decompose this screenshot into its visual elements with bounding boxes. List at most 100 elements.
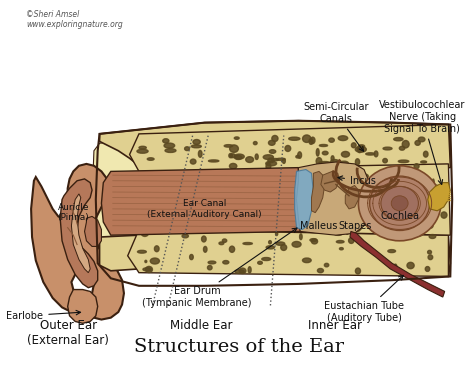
Ellipse shape — [234, 137, 239, 139]
Text: Incus: Incus — [338, 176, 376, 186]
Ellipse shape — [383, 147, 392, 150]
Ellipse shape — [319, 161, 330, 164]
Ellipse shape — [441, 212, 447, 218]
Ellipse shape — [223, 261, 229, 264]
Ellipse shape — [352, 178, 358, 181]
Text: Ear Drum
(Tympanic Membrane): Ear Drum (Tympanic Membrane) — [142, 228, 297, 308]
Text: Stapes: Stapes — [338, 221, 371, 231]
Ellipse shape — [407, 262, 414, 269]
Ellipse shape — [368, 224, 373, 228]
Ellipse shape — [310, 239, 317, 242]
Ellipse shape — [391, 171, 398, 174]
Ellipse shape — [428, 250, 431, 254]
Ellipse shape — [329, 138, 334, 142]
Ellipse shape — [421, 161, 427, 163]
Ellipse shape — [271, 158, 279, 161]
Ellipse shape — [316, 158, 322, 165]
Ellipse shape — [193, 139, 201, 145]
Ellipse shape — [331, 200, 336, 203]
Ellipse shape — [429, 235, 436, 239]
Text: Semi-Circular
Canals: Semi-Circular Canals — [303, 102, 369, 151]
Ellipse shape — [425, 266, 430, 272]
Text: Structures of the Ear: Structures of the Ear — [134, 338, 344, 356]
Ellipse shape — [209, 160, 219, 162]
Ellipse shape — [383, 158, 387, 163]
Ellipse shape — [331, 156, 334, 161]
Ellipse shape — [394, 264, 397, 269]
Ellipse shape — [190, 254, 193, 259]
Ellipse shape — [431, 198, 439, 203]
Ellipse shape — [394, 219, 403, 225]
Ellipse shape — [400, 202, 402, 203]
Ellipse shape — [322, 151, 328, 155]
Polygon shape — [31, 164, 124, 320]
Ellipse shape — [355, 146, 366, 152]
Polygon shape — [100, 229, 450, 276]
Ellipse shape — [346, 231, 348, 234]
Ellipse shape — [370, 176, 429, 231]
Text: Cochlea: Cochlea — [380, 212, 419, 221]
Ellipse shape — [348, 238, 354, 243]
Ellipse shape — [339, 247, 343, 250]
Ellipse shape — [230, 154, 235, 158]
Ellipse shape — [427, 190, 434, 195]
Ellipse shape — [229, 145, 238, 152]
Ellipse shape — [283, 158, 285, 164]
Ellipse shape — [234, 154, 244, 159]
Ellipse shape — [336, 192, 344, 194]
Ellipse shape — [190, 159, 196, 164]
Ellipse shape — [411, 230, 414, 236]
Polygon shape — [92, 138, 139, 269]
Ellipse shape — [374, 227, 376, 230]
Ellipse shape — [432, 179, 434, 186]
Ellipse shape — [338, 136, 348, 141]
Ellipse shape — [399, 146, 405, 150]
Ellipse shape — [302, 258, 311, 263]
Ellipse shape — [184, 147, 190, 150]
Ellipse shape — [262, 258, 271, 261]
Ellipse shape — [434, 185, 438, 190]
Ellipse shape — [325, 201, 333, 206]
Ellipse shape — [292, 242, 301, 247]
Ellipse shape — [199, 150, 202, 157]
Ellipse shape — [381, 186, 419, 220]
Ellipse shape — [414, 164, 419, 169]
Polygon shape — [297, 162, 369, 235]
Ellipse shape — [229, 153, 232, 158]
Text: Outer Ear
(External Ear): Outer Ear (External Ear) — [27, 319, 109, 347]
Ellipse shape — [300, 234, 302, 240]
Ellipse shape — [219, 242, 224, 244]
Ellipse shape — [358, 166, 441, 241]
Ellipse shape — [263, 155, 273, 160]
Ellipse shape — [272, 135, 278, 142]
Ellipse shape — [347, 225, 356, 228]
Ellipse shape — [163, 139, 169, 143]
Ellipse shape — [248, 267, 251, 273]
Ellipse shape — [379, 213, 381, 218]
Ellipse shape — [428, 223, 433, 228]
Ellipse shape — [416, 198, 418, 204]
Ellipse shape — [402, 141, 409, 148]
Ellipse shape — [145, 260, 147, 262]
Ellipse shape — [402, 216, 409, 221]
Ellipse shape — [137, 149, 148, 153]
Ellipse shape — [363, 174, 368, 178]
Ellipse shape — [341, 152, 349, 157]
Ellipse shape — [246, 157, 254, 163]
Polygon shape — [284, 164, 450, 235]
Ellipse shape — [275, 232, 278, 236]
Ellipse shape — [208, 265, 212, 270]
Ellipse shape — [155, 246, 159, 252]
Ellipse shape — [165, 149, 176, 153]
Text: Inner Ear: Inner Ear — [308, 319, 362, 332]
Ellipse shape — [208, 261, 216, 264]
Ellipse shape — [401, 209, 410, 215]
Polygon shape — [72, 194, 90, 273]
Ellipse shape — [229, 164, 237, 169]
Ellipse shape — [338, 161, 341, 164]
Ellipse shape — [374, 151, 378, 157]
Text: Middle Ear: Middle Ear — [170, 319, 233, 332]
Ellipse shape — [390, 193, 399, 195]
Ellipse shape — [319, 145, 328, 146]
Ellipse shape — [358, 173, 365, 176]
